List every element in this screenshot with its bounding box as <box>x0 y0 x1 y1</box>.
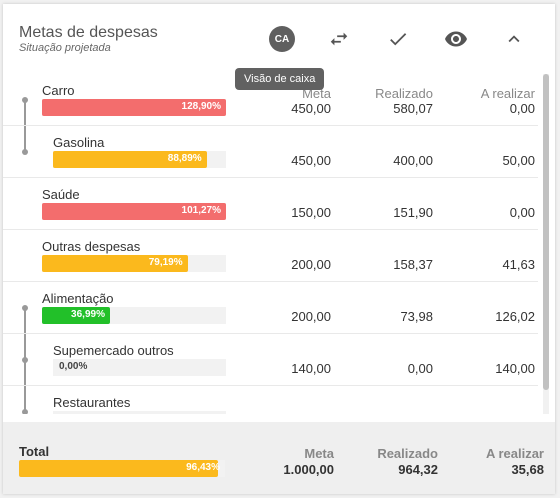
a-realizar-value: 50,00 <box>502 153 535 168</box>
goal-label: Restaurantes <box>53 395 131 410</box>
meta-value: 150,00 <box>291 205 331 220</box>
tree-node-dot <box>22 97 28 103</box>
column-header-realizado: Realizado <box>375 86 433 101</box>
meta-value: 200,00 <box>291 309 331 324</box>
progress-bar <box>53 411 226 414</box>
goal-row[interactable]: Supemercado outros 0,00% 140,00 0,00 140… <box>3 334 538 386</box>
goal-row[interactable]: Carro 128,90% 450,00 580,07 0,00 <box>3 74 538 126</box>
ca-avatar-button[interactable]: CA <box>269 26 295 52</box>
card-header: Metas de despesas Situação projetada CA <box>3 4 555 66</box>
total-a-realizar-value: 35,68 <box>511 462 544 477</box>
progress-percent: 36,99% <box>71 309 105 320</box>
a-realizar-value: 140,00 <box>495 361 535 376</box>
tree-node-dot <box>22 149 28 155</box>
total-realizado-label: Realizado <box>377 446 438 461</box>
tree-node-dot <box>22 305 28 311</box>
total-label: Total <box>19 444 50 459</box>
progress-bar: 128,90% <box>42 99 226 116</box>
goal-row[interactable]: Outras despesas 79,19% 200,00 158,37 41,… <box>3 230 538 282</box>
progress-fill <box>42 255 188 272</box>
realizado-value: 73,98 <box>400 309 433 324</box>
realizado-value: 158,37 <box>393 257 433 272</box>
realizado-value: 151,90 <box>393 205 433 220</box>
a-realizar-value: 126,02 <box>495 309 535 324</box>
progress-fill <box>53 151 207 168</box>
goal-row[interactable]: Alimentação 36,99% 200,00 73,98 126,02 <box>3 282 538 334</box>
goal-label: Alimentação <box>42 291 114 306</box>
progress-percent: 79,19% <box>148 257 183 268</box>
total-progress-fill <box>19 460 218 477</box>
goal-label: Carro <box>42 83 75 98</box>
a-realizar-value: 0,00 <box>509 205 535 220</box>
meta-value: 450,00 <box>291 101 331 116</box>
progress-percent: 128,90% <box>181 101 221 112</box>
realizado-value: 0,00 <box>407 361 433 376</box>
goals-list: Meta Realizado A realizar Carro 128,90% … <box>3 74 538 414</box>
meta-value: 450,00 <box>291 153 331 168</box>
total-a-realizar-label: A realizar <box>485 446 544 461</box>
goal-label: Supemercado outros <box>53 343 174 358</box>
progress-bar: 88,89% <box>53 151 226 168</box>
tree-node-dot <box>22 409 28 414</box>
meta-value: 140,00 <box>291 361 331 376</box>
total-progress-bar: 96,43% <box>19 460 225 477</box>
tree-node-dot <box>22 357 28 363</box>
goals-card: Metas de despesas Situação projetada CA … <box>3 4 555 494</box>
card-subtitle: Situação projetada <box>19 42 111 54</box>
progress-fill <box>42 99 226 116</box>
goal-row[interactable]: Gasolina 88,89% 450,00 400,00 50,00 <box>3 126 538 178</box>
progress-bar: 101,27% <box>42 203 226 220</box>
progress-percent: 101,27% <box>181 205 221 216</box>
card-title: Metas de despesas <box>19 24 158 41</box>
a-realizar-value: 41,63 <box>502 257 535 272</box>
scrollbar-thumb[interactable] <box>543 74 549 390</box>
swap-icon[interactable] <box>326 26 352 52</box>
goal-label: Gasolina <box>53 135 105 150</box>
total-progress-percent: 96,43% <box>186 462 220 473</box>
progress-bar: 79,19% <box>42 255 226 272</box>
realizado-value: 400,00 <box>393 153 433 168</box>
total-meta-label: Meta <box>304 446 334 461</box>
tree-connector <box>24 100 26 154</box>
goal-label: Outras despesas <box>42 239 141 254</box>
total-meta-value: 1.000,00 <box>283 462 334 477</box>
chevron-up-icon[interactable] <box>501 26 527 52</box>
progress-percent: 0,00% <box>59 361 88 372</box>
check-icon[interactable] <box>385 26 411 52</box>
progress-fill <box>42 307 111 324</box>
goal-label: Saúde <box>42 187 80 202</box>
progress-percent: 88,89% <box>167 153 202 164</box>
progress-bar: 0,00% <box>53 359 226 376</box>
column-header-a-realizar: A realizar <box>480 86 535 101</box>
progress-bar: 36,99% <box>42 307 226 324</box>
realizado-value: 580,07 <box>393 101 433 116</box>
total-realizado-value: 964,32 <box>398 462 438 477</box>
totals-footer: Total 96,43% Meta 1.000,00 Realizado 964… <box>3 422 555 494</box>
eye-icon[interactable] <box>443 26 469 52</box>
goal-row[interactable]: Saúde 101,27% 150,00 151,90 0,00 <box>3 178 538 230</box>
meta-value: 200,00 <box>291 257 331 272</box>
a-realizar-value: 0,00 <box>509 101 535 116</box>
progress-fill <box>42 203 226 220</box>
tooltip-visao-caixa: Visão de caixa <box>235 68 325 90</box>
goal-row[interactable]: Restaurantes <box>3 386 538 414</box>
